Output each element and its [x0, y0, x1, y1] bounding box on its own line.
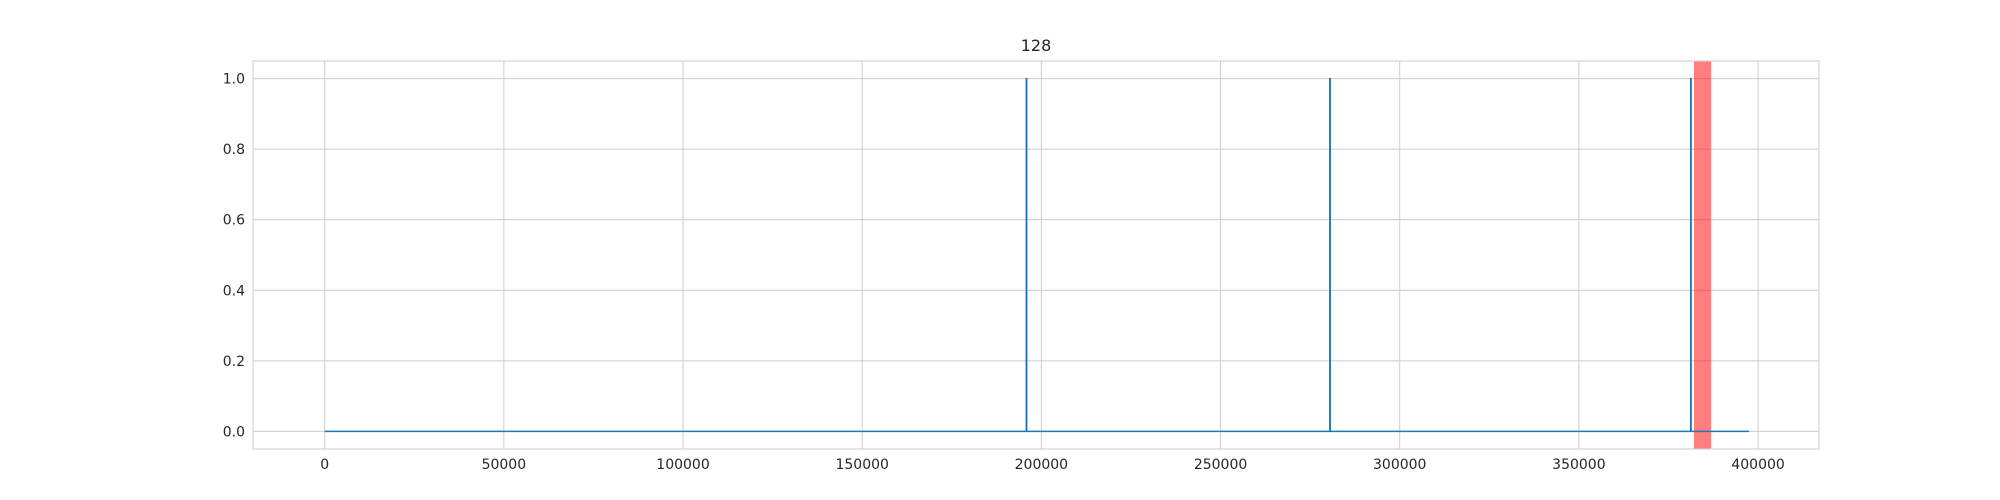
- x-tick-labels: 0 50000 100000 150000 200000 250000 300000 3500…: [320, 457, 1785, 473]
- chart-title: 128: [1021, 36, 1052, 55]
- y-tick-label: 0.2: [223, 354, 245, 370]
- y-tick-label: 0.0: [223, 424, 245, 440]
- x-tick-label: 50000: [482, 457, 527, 473]
- x-tick-label: 350000: [1552, 457, 1605, 473]
- y-tick-label: 0.4: [223, 283, 245, 299]
- series-line: [324, 77, 1750, 433]
- highlight-span: [1693, 61, 1712, 449]
- y-tick-label: 0.6: [223, 213, 245, 229]
- y-tick-label: 1.0: [223, 72, 245, 88]
- x-tick-label: 100000: [656, 457, 709, 473]
- x-tick-label: 0: [320, 457, 329, 473]
- highlight-span-layer: [1693, 61, 1712, 449]
- plot-area: [253, 61, 1819, 449]
- x-tick-label: 200000: [1015, 457, 1068, 473]
- x-tick-label: 250000: [1194, 457, 1247, 473]
- series-layer: [324, 77, 1750, 433]
- y-tick-label: 0.8: [223, 142, 245, 158]
- x-tick-label: 300000: [1373, 457, 1426, 473]
- x-tick-label: 150000: [835, 457, 888, 473]
- x-tick-label: 400000: [1731, 457, 1784, 473]
- plot-frame: [252, 60, 1820, 450]
- y-tick-labels: 0.0 0.2 0.4 0.6 0.8 1.0: [223, 72, 245, 441]
